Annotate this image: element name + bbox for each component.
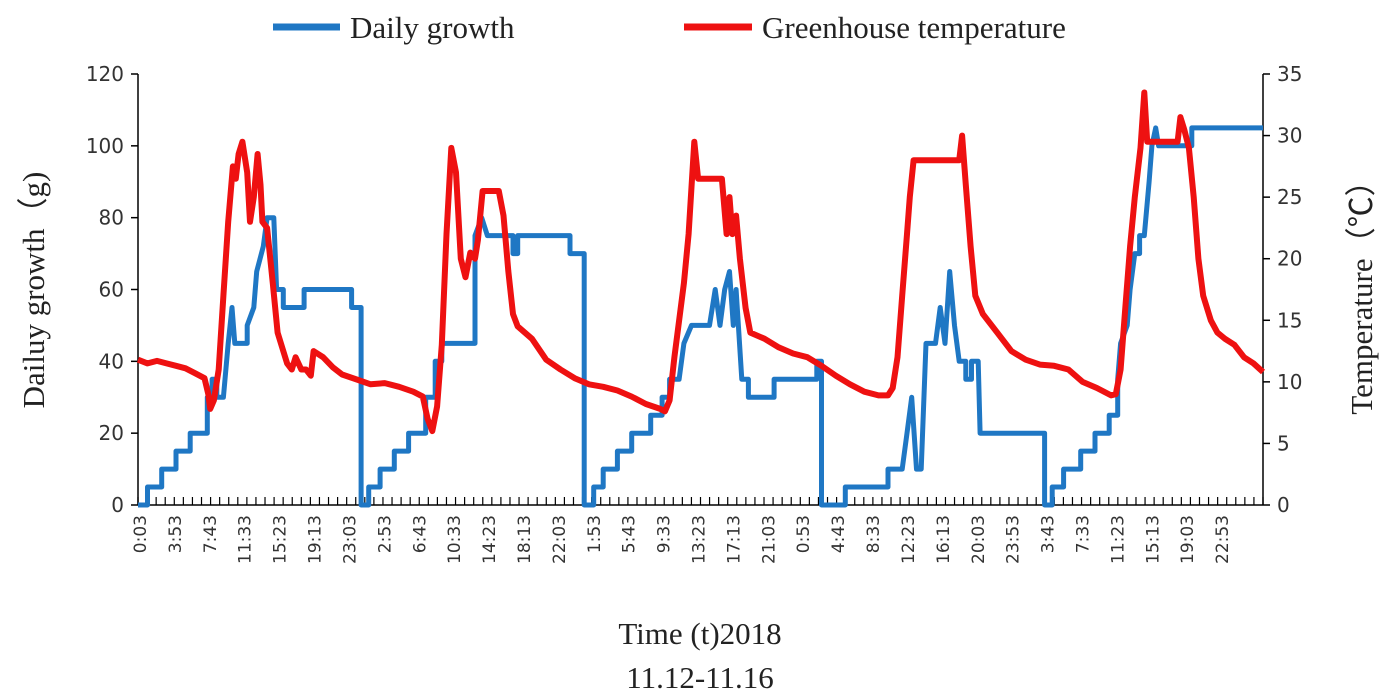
left-y-axis-title: Dailuy growth（g) — [16, 172, 51, 409]
x-tick-label: 20:03 — [969, 515, 989, 564]
x-tick-label: 23:03 — [340, 515, 360, 564]
right-y-tick-label: 0 — [1277, 493, 1290, 517]
left-y-tick-label: 40 — [99, 349, 124, 373]
left-y-tick-label: 100 — [86, 134, 124, 158]
left-y-tick-label: 120 — [86, 62, 124, 86]
legend-label-greenhouse-temperature: Greenhouse temperature — [762, 10, 1066, 45]
x-tick-label: 4:43 — [829, 515, 849, 553]
x-axis-title: Time (t)2018 — [618, 616, 781, 651]
x-tick-label: 11:33 — [236, 515, 256, 564]
right-y-tick-label: 30 — [1277, 124, 1302, 148]
x-tick-label: 2:53 — [375, 515, 395, 553]
x-tick-label: 22:53 — [1213, 515, 1233, 564]
x-tick-label: 19:13 — [306, 515, 326, 564]
x-tick-label: 10:33 — [445, 515, 465, 564]
x-tick-label: 7:33 — [1074, 515, 1094, 553]
right-y-tick-label: 15 — [1277, 308, 1302, 332]
left-y-tick-label: 80 — [99, 206, 124, 230]
x-tick-label: 6:43 — [410, 515, 430, 553]
x-tick-label: 13:23 — [690, 515, 710, 564]
right-y-tick-label: 35 — [1277, 62, 1302, 86]
x-tick-label: 18:13 — [515, 515, 535, 564]
x-tick-label: 0:03 — [131, 515, 151, 553]
right-y-tick-label: 10 — [1277, 370, 1302, 394]
x-tick-label: 15:23 — [271, 515, 291, 564]
x-minor-ticks — [137, 497, 1264, 505]
x-axis-title-date-range: 11.12-11.16 — [626, 660, 774, 695]
x-tick-label: 12:23 — [899, 515, 919, 564]
series-line-greenhouse-temperature — [136, 89, 1266, 435]
left-y-tick-label: 0 — [111, 493, 124, 517]
x-tick-label: 9:33 — [655, 515, 675, 553]
x-tick-label: 19:03 — [1178, 515, 1198, 564]
x-tick-label: 16:13 — [934, 515, 954, 564]
x-tick-label: 0:53 — [794, 515, 814, 553]
x-tick-label: 14:23 — [480, 515, 500, 564]
x-tick-label: 17:13 — [724, 515, 744, 564]
x-tick-label: 11:23 — [1108, 515, 1128, 564]
x-tick-label: 7:43 — [201, 515, 221, 553]
x-tick-labels: 0:03 3:53 7:43 11:33 15:23 19:13 23:03 2:53 6:43… — [131, 515, 1233, 564]
legend-label-daily-growth: Daily growth — [350, 10, 515, 45]
right-y-tick-label: 25 — [1277, 185, 1302, 209]
left-y-tick-label: 60 — [99, 278, 124, 302]
right-y-tick-label: 20 — [1277, 247, 1302, 271]
x-tick-label: 3:53 — [166, 515, 186, 553]
x-tick-label: 23:53 — [1004, 515, 1024, 564]
left-y-ticks: 0 20 40 60 80 100 120 — [86, 62, 138, 517]
right-y-ticks: 0 5 10 15 20 25 30 35 — [1263, 62, 1302, 517]
right-y-tick-label: 5 — [1277, 431, 1290, 455]
left-y-tick-label: 20 — [99, 421, 124, 445]
x-tick-label: 21:03 — [759, 515, 779, 564]
x-tick-label: 3:43 — [1039, 515, 1059, 553]
x-tick-label: 1:53 — [585, 515, 605, 553]
x-tick-label: 22:03 — [550, 515, 570, 564]
x-tick-label: 15:13 — [1143, 515, 1163, 564]
x-tick-label: 5:43 — [620, 515, 640, 553]
right-y-axis-title: Temperature（℃） — [1344, 165, 1379, 414]
x-tick-label: 8:33 — [864, 515, 884, 553]
series-line-daily-growth — [138, 125, 1263, 508]
legend: Daily growth Greenhouse temperature — [273, 10, 1066, 45]
